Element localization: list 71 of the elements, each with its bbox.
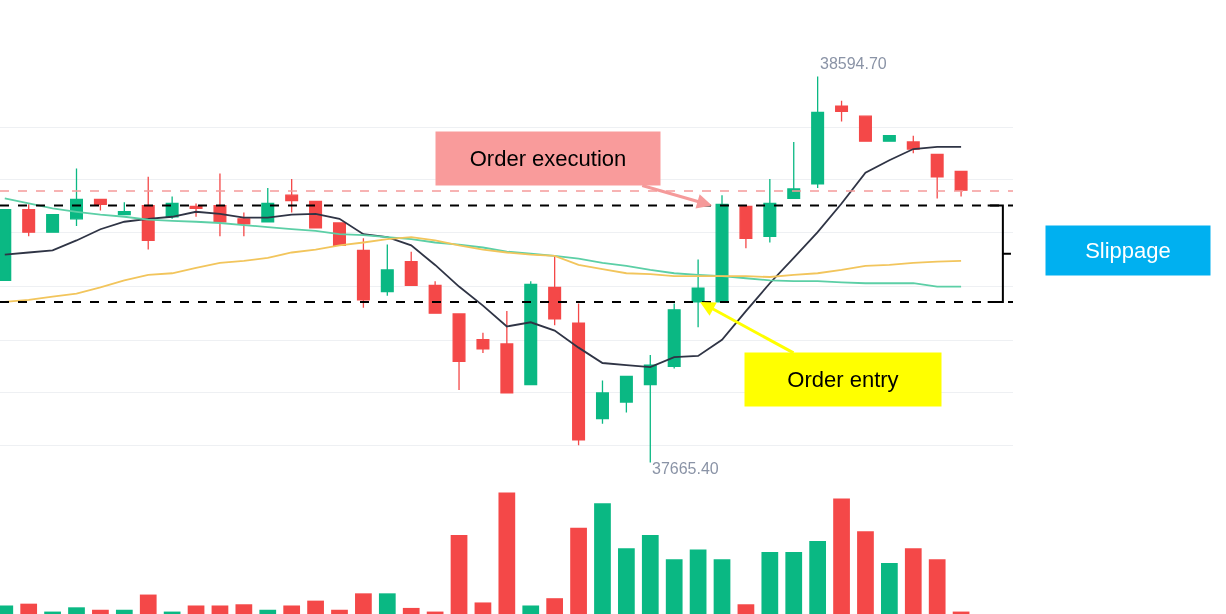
bar	[235, 604, 253, 614]
bar	[378, 593, 396, 614]
bar	[187, 605, 205, 614]
bar	[402, 607, 420, 614]
candlestick	[0, 209, 12, 281]
candlestick	[787, 141, 801, 200]
bar	[20, 603, 38, 614]
candlestick	[835, 100, 849, 123]
candlestick	[285, 178, 299, 214]
candlestick	[954, 170, 968, 198]
bar	[115, 609, 133, 614]
candlestick	[715, 194, 729, 303]
bar	[833, 498, 850, 614]
candlestick	[739, 205, 753, 249]
candlestick	[691, 258, 705, 328]
candlestick	[548, 255, 562, 326]
bar	[331, 609, 348, 614]
bar	[546, 598, 564, 614]
candlestick	[882, 135, 896, 142]
candlestick	[619, 375, 633, 414]
candlestick	[356, 237, 370, 309]
candlestick	[237, 211, 251, 237]
bar	[570, 527, 587, 614]
bar	[307, 600, 324, 614]
bar	[785, 552, 803, 614]
bar	[283, 605, 301, 614]
bar	[522, 605, 540, 614]
bar	[594, 503, 611, 614]
candlestick	[22, 203, 36, 237]
bar	[928, 559, 946, 614]
bar	[211, 605, 229, 614]
candlestick	[595, 379, 609, 425]
bar	[713, 559, 731, 614]
candlestick	[930, 153, 944, 200]
bar	[904, 548, 922, 614]
bar	[809, 541, 827, 614]
bar	[68, 607, 85, 614]
candlestick	[117, 201, 131, 216]
bar	[618, 548, 635, 614]
bar	[641, 534, 659, 614]
candlestick	[428, 280, 442, 314]
bar	[665, 559, 683, 614]
candlestick	[404, 251, 418, 286]
candlestick	[811, 75, 825, 189]
candlestick	[643, 354, 657, 464]
candlestick	[476, 332, 490, 354]
bar	[450, 534, 468, 614]
bar	[498, 492, 516, 614]
bar	[355, 593, 372, 614]
candlestick	[93, 198, 107, 212]
annotation: Order execution	[469, 146, 627, 171]
candlestick	[906, 135, 920, 154]
candlestick	[46, 214, 60, 233]
candlestick	[858, 115, 872, 142]
bar	[761, 552, 779, 614]
candlestick	[500, 310, 514, 394]
bar	[881, 562, 898, 614]
candlestick	[524, 280, 538, 386]
bar	[139, 594, 157, 614]
candlestick	[452, 313, 466, 391]
candlestick	[763, 178, 777, 244]
bar	[689, 549, 707, 614]
candlestick	[572, 302, 586, 446]
bar	[474, 602, 492, 614]
bar	[737, 604, 755, 614]
candlestick	[667, 302, 681, 370]
bar	[259, 609, 277, 614]
annotation: Order entry	[787, 367, 899, 392]
bar	[92, 609, 109, 614]
candlestick	[380, 243, 394, 297]
bar	[857, 531, 874, 614]
